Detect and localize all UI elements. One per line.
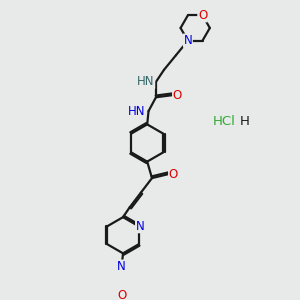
Text: HN: HN (137, 75, 155, 88)
Text: HCl: HCl (213, 115, 236, 128)
Text: HN: HN (128, 105, 145, 118)
Text: N: N (184, 34, 192, 47)
Text: O: O (172, 88, 182, 102)
Text: O: O (169, 168, 178, 181)
Text: O: O (117, 290, 126, 300)
Text: N: N (136, 220, 144, 233)
Text: N: N (117, 260, 126, 273)
Text: O: O (198, 9, 207, 22)
Text: H: H (239, 115, 249, 128)
